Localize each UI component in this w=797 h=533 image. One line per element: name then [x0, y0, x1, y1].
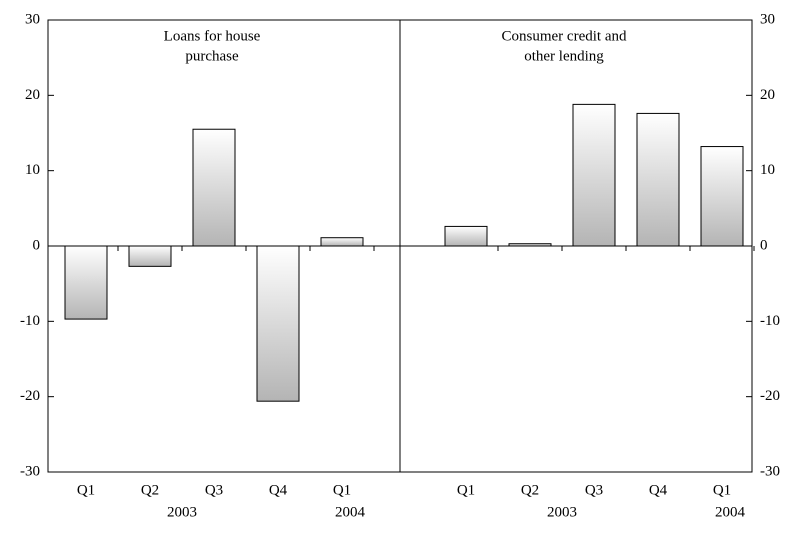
bar [444, 225, 488, 247]
bar [192, 128, 236, 247]
bar [572, 103, 616, 247]
x-tick-label: Q1 [77, 482, 95, 498]
bar [128, 245, 172, 267]
y-tick-label: -10 [760, 313, 780, 329]
y-tick-label: 20 [25, 87, 40, 103]
y-tick-label: -30 [760, 463, 780, 479]
panel-title: purchase [185, 48, 239, 64]
y-tick-label: -20 [20, 388, 40, 404]
x-tick-label: Q2 [521, 482, 539, 498]
year-label: 2003 [167, 504, 197, 520]
x-tick-label: Q4 [269, 482, 288, 498]
y-tick-label: 10 [760, 162, 775, 178]
panel-title: Consumer credit and [502, 28, 627, 44]
x-tick-label: Q1 [457, 482, 475, 498]
year-label: 2003 [547, 504, 577, 520]
panel-title: Loans for house [164, 28, 261, 44]
y-tick-label: 30 [25, 11, 40, 27]
bar [256, 245, 300, 402]
y-tick-label: 0 [33, 237, 41, 253]
year-label: 2004 [715, 504, 746, 520]
y-tick-label: -10 [20, 313, 40, 329]
y-tick-label: 10 [25, 162, 40, 178]
y-tick-label: 30 [760, 11, 775, 27]
y-tick-label: -20 [760, 388, 780, 404]
x-tick-label: Q1 [333, 482, 351, 498]
x-tick-label: Q4 [649, 482, 668, 498]
bar [64, 245, 108, 320]
x-tick-label: Q3 [205, 482, 223, 498]
panel-title: other lending [524, 48, 604, 64]
bar [636, 112, 680, 247]
y-tick-label: -30 [20, 463, 40, 479]
x-tick-label: Q1 [713, 482, 731, 498]
x-tick-label: Q2 [141, 482, 159, 498]
bar [508, 243, 552, 247]
x-tick-label: Q3 [585, 482, 603, 498]
bar [320, 237, 364, 247]
y-tick-label: 20 [760, 87, 775, 103]
year-label: 2004 [335, 504, 366, 520]
bar [700, 146, 744, 247]
y-tick-label: 0 [760, 237, 768, 253]
